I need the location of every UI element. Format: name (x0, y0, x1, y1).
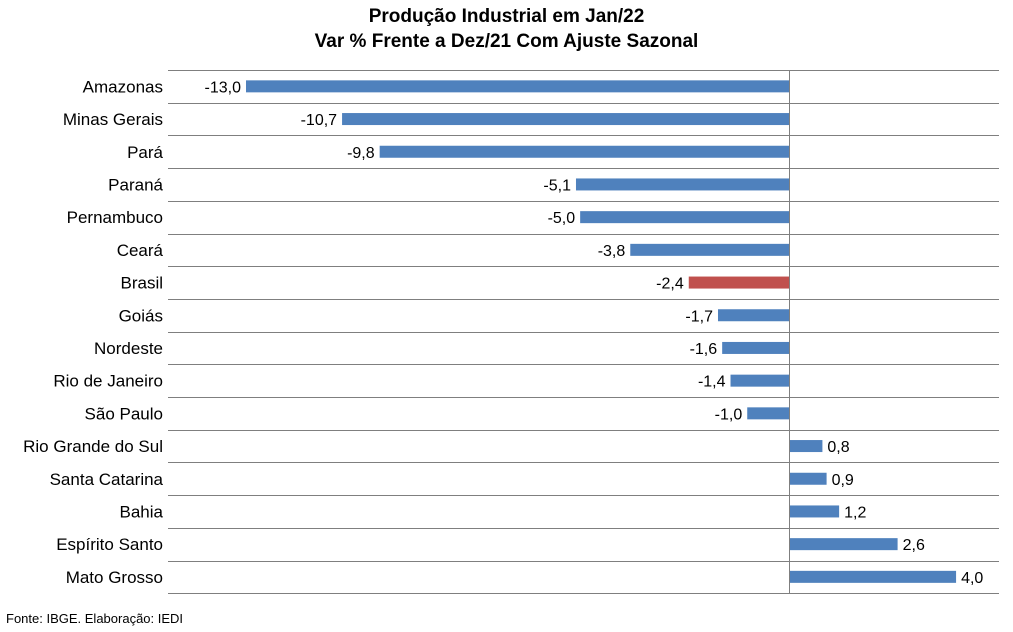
bar-goi-s (717, 309, 789, 322)
category-label: Amazonas (83, 77, 163, 96)
data-label: -13,0 (205, 79, 242, 96)
data-label: -5,1 (543, 177, 571, 194)
category-label: Bahia (120, 502, 164, 521)
bar-brasil (688, 276, 789, 289)
category-label: Brasil (120, 274, 163, 293)
data-label: -1,0 (715, 406, 743, 423)
category-label: Paraná (108, 175, 163, 194)
bar-nordeste (722, 341, 789, 354)
bar-rio-grande-do-sul (789, 440, 823, 453)
bar-mato-grosso (789, 570, 957, 583)
category-label: Santa Catarina (50, 470, 164, 489)
data-label: 4,0 (961, 570, 983, 587)
bar-par- (379, 145, 789, 158)
data-label: 2,6 (903, 537, 925, 554)
bar-esp-rito-santo (789, 538, 898, 551)
bar-rio-de-janeiro (730, 374, 789, 387)
data-label: 0,9 (832, 472, 854, 489)
category-label: Rio Grande do Sul (23, 437, 163, 456)
bar-minas-gerais (342, 113, 789, 126)
chart-title: Produção Industrial em Jan/22 Var % Fren… (0, 4, 1013, 54)
source-footer: Fonte: IBGE. Elaboração: IEDI (6, 611, 184, 626)
chart-title-line1: Produção Industrial em Jan/22 (368, 6, 645, 27)
bar-amazonas (246, 80, 789, 93)
data-label: -10,7 (301, 112, 338, 129)
bar-paran- (575, 178, 789, 191)
bar-s-o-paulo (747, 407, 789, 420)
category-label: Pará (127, 143, 163, 162)
chart-title-line2: Var % Frente a Dez/21 Com Ajuste Sazonal (314, 31, 699, 52)
category-label: Nordeste (94, 339, 163, 358)
data-label: -1,7 (685, 308, 713, 325)
data-label: -3,8 (598, 243, 626, 260)
category-label: Ceará (117, 241, 164, 260)
bar-pernambuco (580, 211, 789, 224)
data-label: -5,0 (548, 210, 576, 227)
data-label: 0,8 (827, 439, 849, 456)
category-label: Minas Gerais (63, 110, 163, 129)
category-label: Rio de Janeiro (53, 372, 163, 391)
category-label: Goiás (119, 306, 163, 325)
bar-cear- (630, 243, 789, 256)
data-label: 1,2 (844, 504, 866, 521)
category-label: Mato Grosso (66, 568, 163, 587)
data-label: -2,4 (656, 276, 684, 293)
bar-santa-catarina (789, 472, 827, 485)
category-label: São Paulo (85, 404, 163, 423)
data-label: -9,8 (347, 145, 375, 162)
category-label: Pernambuco (67, 208, 163, 227)
bar-bahia (789, 505, 840, 518)
data-label: -1,6 (690, 341, 718, 358)
category-label: Espírito Santo (56, 535, 163, 554)
data-label: -1,4 (698, 374, 726, 391)
